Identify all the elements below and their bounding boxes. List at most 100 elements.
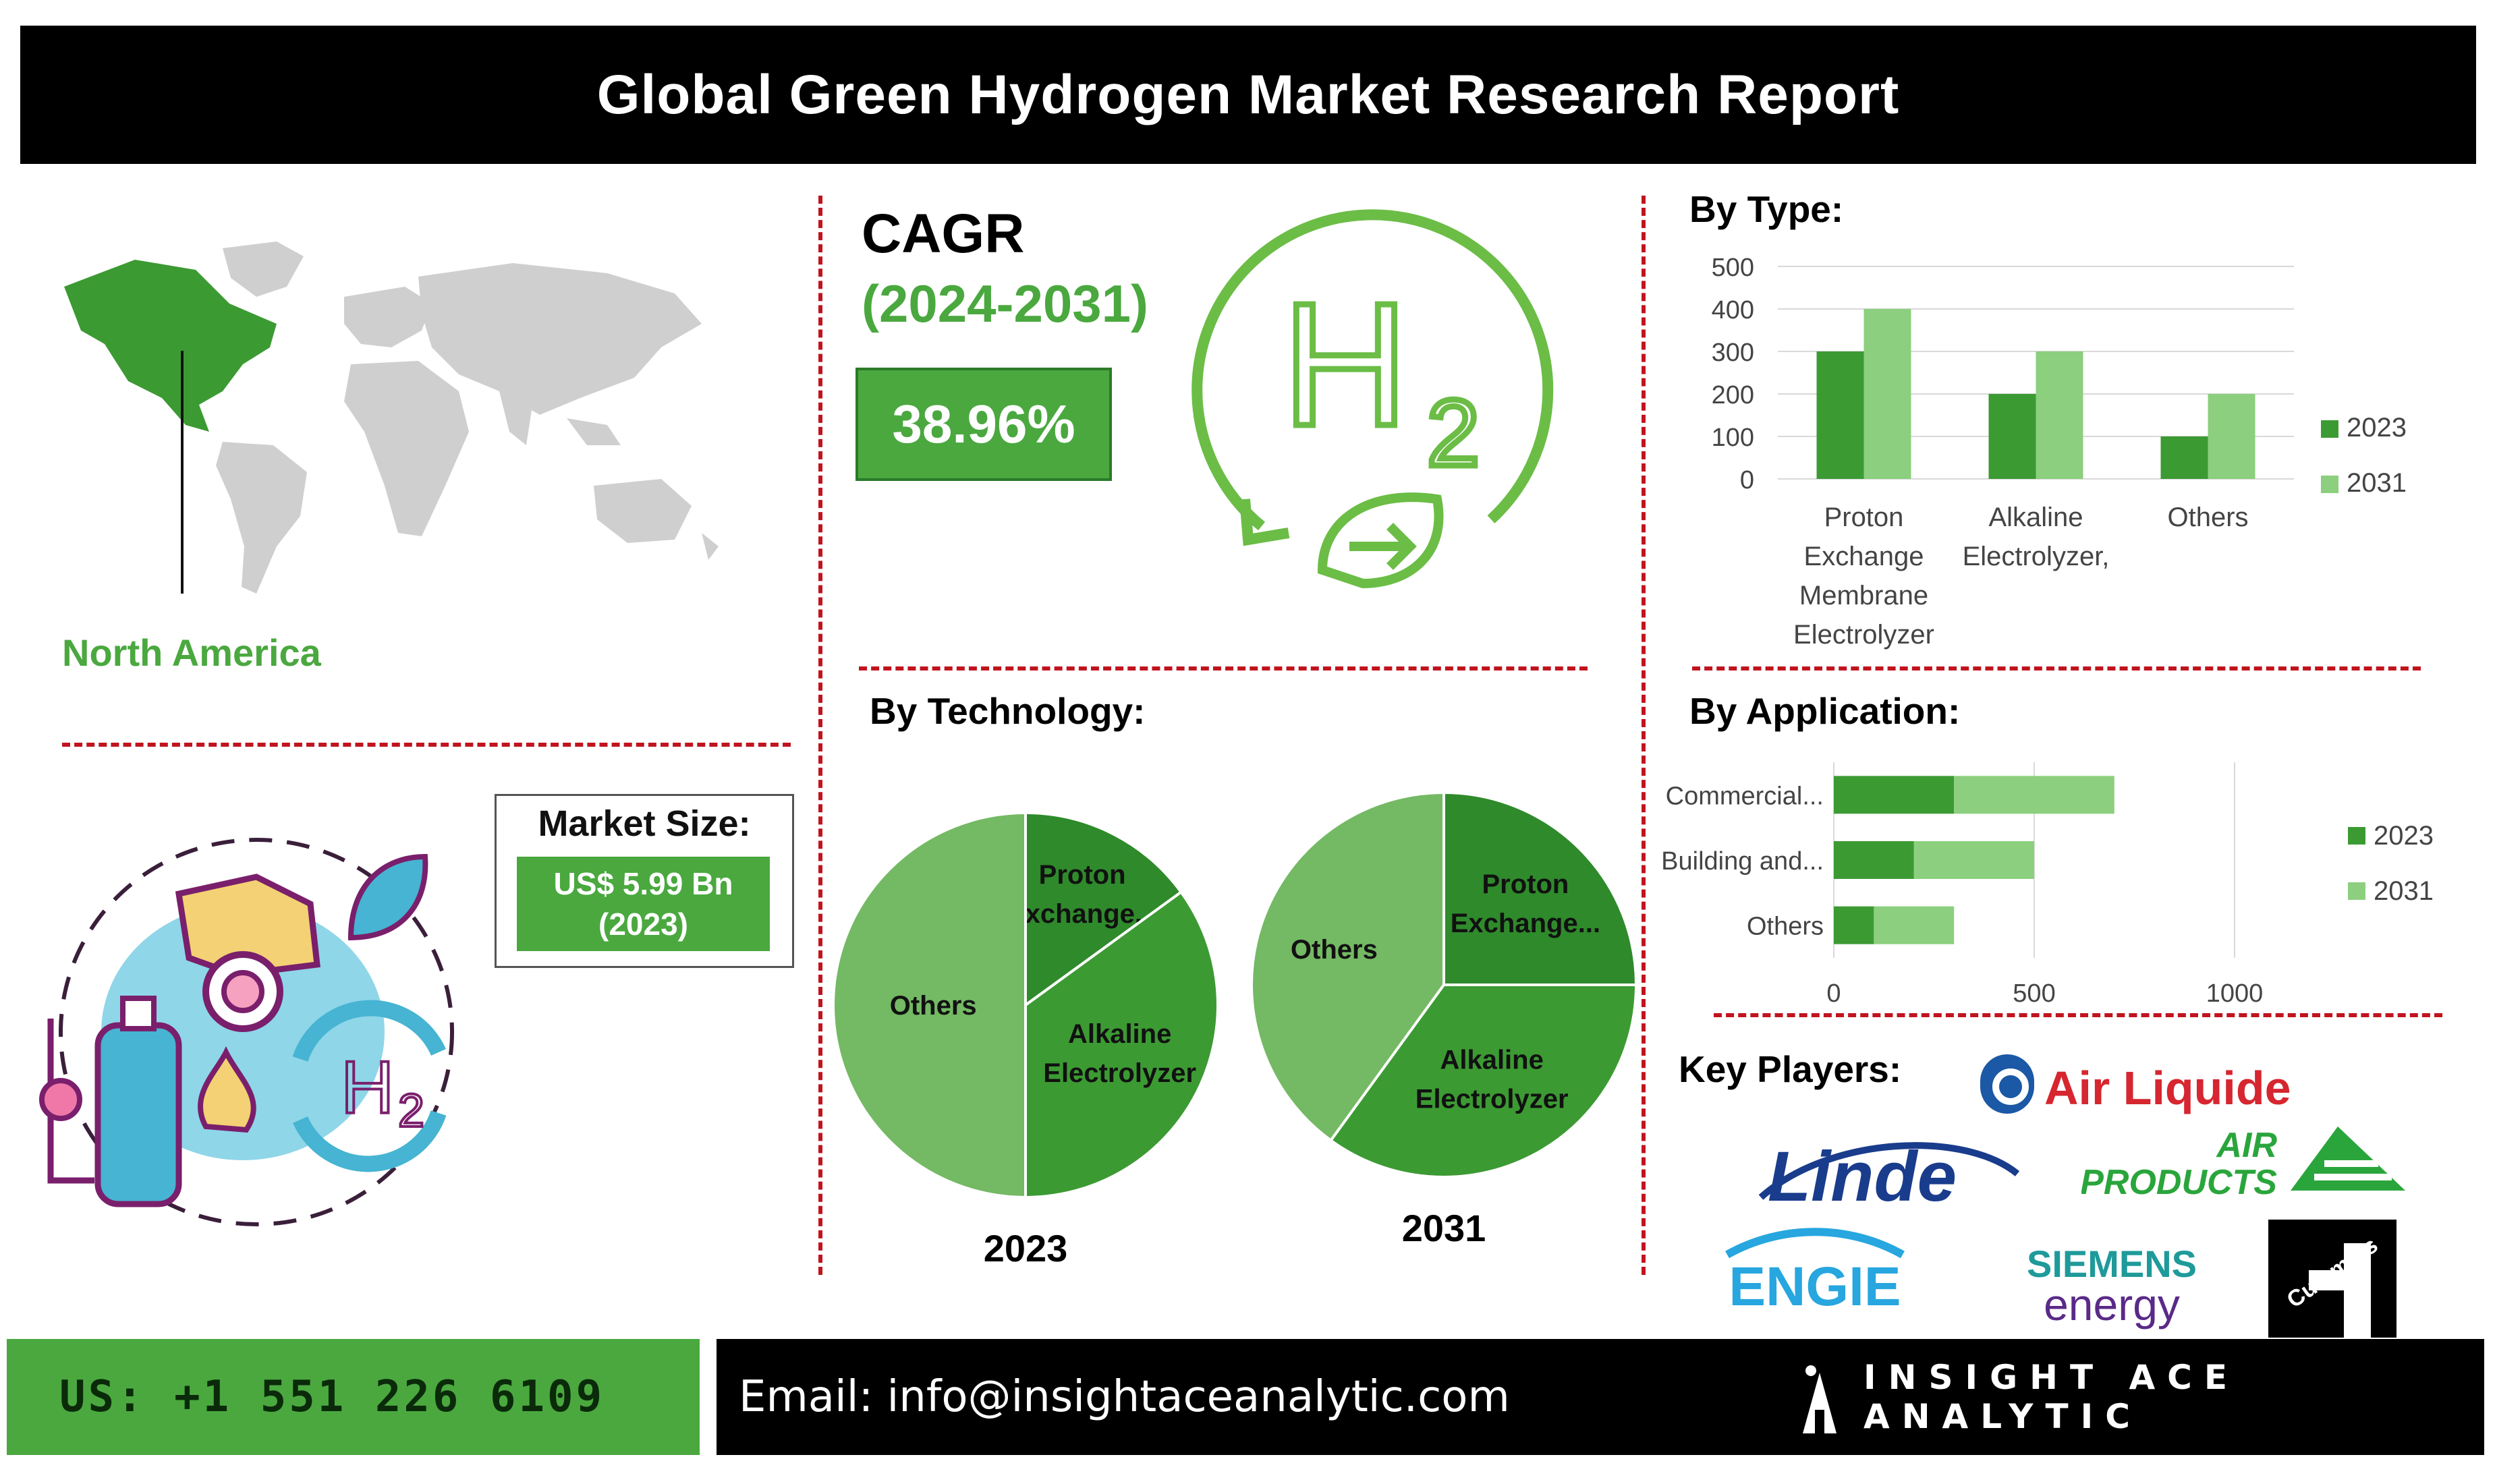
bar-2023-2 [2160, 436, 2208, 479]
market-size-box: Market Size: US$ 5.99 Bn (2023) [495, 794, 794, 968]
by-type-title: By Type: [1689, 188, 1844, 230]
cagr-label: CAGR [862, 203, 1025, 264]
svg-text:H: H [1282, 267, 1409, 463]
svg-text:2: 2 [398, 1084, 424, 1137]
pie-label: Alkaline [1440, 1046, 1543, 1075]
x-tick-label: 500 [2013, 979, 2055, 1008]
pie-label: Exchange... [1451, 909, 1600, 938]
air-products-logo: AIR PRODUCTS [2081, 1126, 2405, 1202]
legend-label: 2023 [2347, 413, 2407, 443]
linde-text: Linde [1768, 1137, 1957, 1216]
by-application-title: By Application: [1689, 690, 1961, 732]
bar-2031-1 [1913, 841, 2034, 879]
by-technology-title: By Technology: [870, 690, 1146, 732]
x-tick-label: Exchange [1804, 542, 1924, 571]
y-tick-label: Commercial... [1666, 782, 1824, 810]
title-bar: Global Green Hydrogen Market Research Re… [20, 26, 2476, 164]
legend-swatch-2023 [2321, 420, 2338, 438]
svg-text:H: H [341, 1046, 394, 1129]
pie-label: Proton [1039, 860, 1126, 890]
by-technology-pie-2023: Proton Exchange... Alkaline Electrolyzer Oth… [832, 811, 1219, 1269]
bar-2023-1 [1834, 841, 1914, 879]
y-tick-label: 0 [1740, 466, 1754, 494]
pie-slice-1 [1024, 890, 1219, 1199]
y-tick-label: Building and... [1661, 847, 1824, 876]
air-products-text-1: AIR [2215, 1126, 2277, 1165]
air-products-text-2: PRODUCTS [2081, 1163, 2277, 1202]
by-application-chart: 0 500 1000 Commercial... Building and... Othe… [1661, 762, 2434, 1008]
bar-2031-2 [2208, 394, 2255, 479]
market-size-value: US$ 5.99 Bn [553, 866, 733, 901]
pie-year-label: 2031 [1402, 1207, 1486, 1249]
market-size-label: Market Size: [538, 803, 751, 844]
footer-contact-bar: Email: info@insightaceanalytic.com INSIG… [717, 1339, 2484, 1455]
market-size-year: (2023) [598, 907, 688, 942]
linde-logo: Linde [1758, 1137, 2020, 1216]
x-tick-label: Alkaline [1988, 503, 2083, 532]
siemens-energy-text: energy [2044, 1280, 2180, 1330]
pie-label: Proton [1482, 869, 1569, 899]
h2-cycle-icon: H 2 [1192, 209, 1554, 589]
x-tick-label: Electrolyzer, [1963, 542, 2110, 571]
pie-label: Exchange... [1007, 899, 1157, 929]
legend-label: 2023 [2374, 821, 2434, 851]
x-tick-label: Membrane [1799, 581, 1928, 610]
bar-2023-1 [1988, 394, 2036, 479]
hydrogen-illustration: H 2 [39, 838, 454, 1226]
y-tick-label: 100 [1712, 424, 1754, 452]
by-technology-pie-2031: Proton Exchange... Alkaline Electrolyzer Oth… [1250, 791, 1638, 1249]
x-tick-label: Others [2167, 503, 2248, 532]
legend-swatch-2023 [2348, 827, 2365, 845]
page-title: Global Green Hydrogen Market Research Re… [596, 63, 1900, 125]
market-size-value-box: US$ 5.99 Bn (2023) [517, 857, 770, 951]
air-liquide-logo: Air Liquide [1980, 1054, 2291, 1114]
svg-text:2: 2 [1427, 380, 1480, 486]
legend-swatch-2031 [2348, 882, 2365, 900]
y-tick-label: 300 [1712, 339, 1754, 367]
pie-slice-0 [1024, 811, 1183, 1008]
bar-2031-2 [1874, 906, 1955, 944]
footer-phone-bar: US: +1 551 226 6109 [7, 1339, 700, 1455]
insight-ace-logo-icon [1803, 1365, 1837, 1433]
pie-year-label: 2023 [984, 1227, 1068, 1269]
bar-2031-1 [2036, 351, 2083, 479]
bar-2031-0 [1863, 309, 1911, 479]
pie-slice-2 [832, 811, 1027, 1199]
y-tick-label: 200 [1712, 381, 1754, 409]
pie-label: Others [890, 991, 977, 1021]
legend-label: 2031 [2374, 876, 2434, 906]
y-tick-label: Others [1747, 913, 1824, 941]
divider-center-horizontal [859, 666, 1588, 670]
pie-slice-0 [1442, 791, 1638, 986]
bar-2023-2 [1834, 906, 1874, 944]
pie-label: Alkaline [1068, 1019, 1171, 1049]
key-players-title: Key Players: [1679, 1048, 1902, 1090]
pie-label: Electrolyzer [1043, 1058, 1196, 1088]
bar-2031-0 [1954, 776, 2114, 814]
x-tick-label: 0 [1826, 979, 1841, 1008]
phone-number[interactable]: US: +1 551 226 6109 [59, 1372, 605, 1422]
y-tick-label: 400 [1712, 296, 1754, 324]
divider-right-horizontal-1 [1692, 666, 2421, 670]
bar-2023-0 [1816, 351, 1864, 479]
cummins-logo: Cummins [2268, 1220, 2396, 1338]
x-tick-label: Proton [1824, 503, 1904, 532]
cagr-value: 38.96% [856, 368, 1112, 481]
divider-right-horizontal-2 [1714, 1013, 2442, 1017]
engie-text: ENGIE [1729, 1256, 1901, 1317]
divider-left-horizontal [62, 743, 791, 747]
pie-label: Electrolyzer [1415, 1085, 1569, 1114]
brand-name: INSIGHT ACE ANALYTIC [1863, 1358, 2240, 1436]
siemens-text: SIEMENS [2027, 1243, 2197, 1285]
pie-slice-1 [1328, 983, 1638, 1178]
email-link[interactable]: Email: info@insightaceanalytic.com [739, 1372, 1510, 1422]
engie-logo: ENGIE [1725, 1228, 1905, 1317]
divider-right [1642, 196, 1646, 1275]
legend-label: 2031 [2347, 468, 2407, 498]
region-label: North America [62, 631, 321, 674]
siemens-energy-logo: SIEMENS energy [2027, 1243, 2197, 1330]
x-tick-label: Electrolyzer [1793, 620, 1934, 650]
divider-left [818, 196, 822, 1275]
air-liquide-text: Air Liquide [2044, 1062, 2291, 1114]
